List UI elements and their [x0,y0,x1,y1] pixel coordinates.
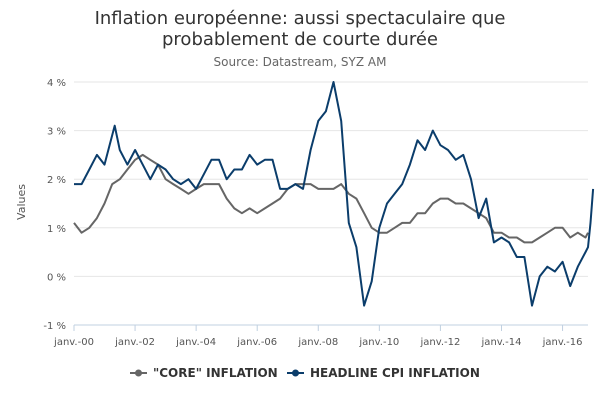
y-tick-label: 2 % [47,175,66,186]
x-tick-label: janv.-16 [542,337,583,348]
x-tick-label: janv.-12 [419,337,460,348]
y-axis-ticks: -1 % 0 % 1 % 2 % 3 % 4 % [43,78,66,332]
series-line-core [73,153,589,244]
y-axis-title: Values [15,184,28,220]
legend-item-core[interactable]: "CORE" INFLATION [130,366,278,380]
y-tick-label: 1 % [47,224,66,235]
y-tick-label: 0 % [47,272,66,283]
legend: "CORE" INFLATION HEADLINE CPI INFLATION [130,366,480,380]
x-tick-label: janv.-14 [481,337,522,348]
legend-headline-label: HEADLINE CPI INFLATION [310,366,480,380]
chart-title-line2: probablement de courte durée [162,29,438,50]
gridlines [74,81,588,326]
y-tick-label: 4 % [47,78,66,89]
y-tick-label: 3 % [47,127,66,138]
legend-core-marker [135,369,142,377]
chart-subtitle: Source: Datastream, SYZ AM [214,55,387,69]
x-tick-label: janv.-10 [358,337,399,348]
series-line-headline [74,81,595,307]
series-layer [73,81,595,307]
legend-headline-marker [292,369,299,377]
chart-title-line1: Inflation européenne: aussi spectaculair… [95,8,506,29]
x-tick-label: janv.-06 [236,337,277,348]
legend-core-label: "CORE" INFLATION [153,366,278,380]
x-tick-label: janv.-08 [297,337,338,348]
legend-item-headline[interactable]: HEADLINE CPI INFLATION [287,366,480,380]
x-axis: janv.-00 janv.-02 janv.-04 janv.-06 janv.-08… [53,324,588,348]
x-tick-label: janv.-04 [175,337,216,348]
x-tick-label: janv.-00 [53,337,94,348]
y-tick-label: -1 % [43,321,66,332]
x-tick-label: janv.-02 [114,337,155,348]
